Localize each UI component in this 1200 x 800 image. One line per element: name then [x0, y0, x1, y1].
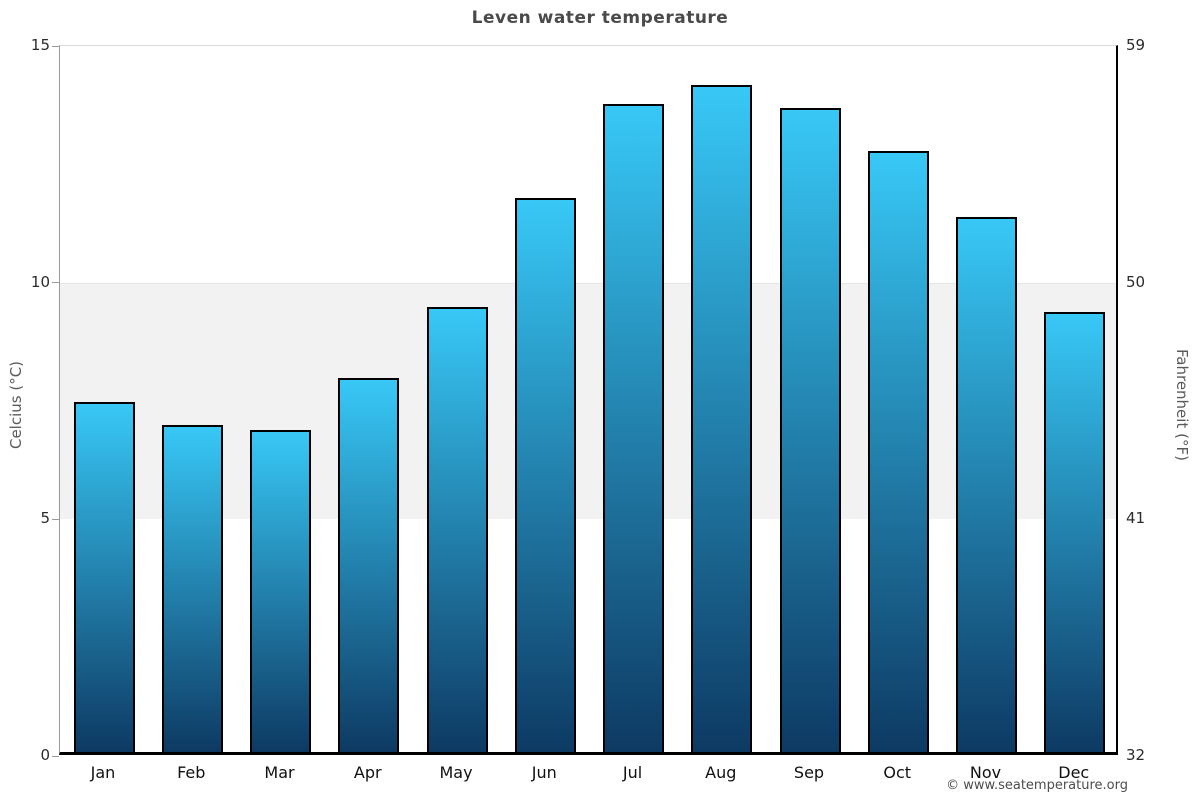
x-tick-label-aug: Aug [705, 763, 737, 782]
x-tick-label-mar: Mar [264, 763, 295, 782]
bar-jul [603, 103, 665, 752]
y-axis-tick-left-5 [52, 518, 59, 520]
bar-mar [250, 430, 312, 752]
bar-dec [1044, 311, 1106, 752]
bar-aug [691, 84, 753, 752]
y-tick-label-left-0: 0 [40, 746, 50, 764]
bar-apr [338, 378, 400, 752]
y-tick-label-right-50: 50 [1126, 272, 1146, 291]
bar-feb [161, 425, 223, 752]
x-tick-label-jul: Jul [622, 763, 643, 782]
plot-band-5-10 [60, 282, 1116, 520]
x-tick-label-sep: Sep [793, 763, 825, 782]
y-axis-tick-left-15 [52, 45, 59, 47]
y-tick-label-right-41: 41 [1126, 509, 1146, 528]
y-tick-label-left-10: 10 [30, 272, 50, 291]
x-tick-label-nov: Nov [969, 763, 1002, 782]
x-tick-label-dec: Dec [1058, 763, 1090, 782]
y-axis-tick-left-0 [52, 755, 59, 757]
y-tick-label-left-5: 5 [40, 509, 50, 528]
x-tick-label-oct: Oct [883, 763, 912, 782]
y-tick-label-right-32: 32 [1126, 746, 1146, 764]
bar-nov [956, 217, 1018, 752]
x-tick-label-apr: Apr [353, 763, 382, 782]
x-tick-label-may: May [439, 763, 473, 782]
bar-may [426, 307, 488, 752]
x-tick-label-jun: Jun [531, 763, 557, 782]
chart-title: Leven water temperature [471, 8, 729, 28]
y-axis-tick-left-10 [52, 282, 59, 284]
bar-oct [867, 150, 929, 752]
y-tick-label-right-59: 59 [1126, 36, 1146, 54]
y-axis-title-fahrenheit: Fahrenheit (°F) [1173, 349, 1191, 461]
x-tick-label-feb: Feb [177, 763, 206, 782]
x-tick-label-jan: Jan [90, 763, 116, 782]
bar-sep [779, 108, 841, 752]
y-tick-label-left-15: 15 [30, 36, 50, 54]
copyright-credits-link[interactable]: © www.seatemperature.org [946, 778, 1128, 793]
bar-jan [73, 401, 135, 752]
plot-area [52, 45, 1118, 757]
bar-jun [514, 198, 576, 752]
y-axis-title-celsius: Celcius (°C) [7, 360, 25, 450]
